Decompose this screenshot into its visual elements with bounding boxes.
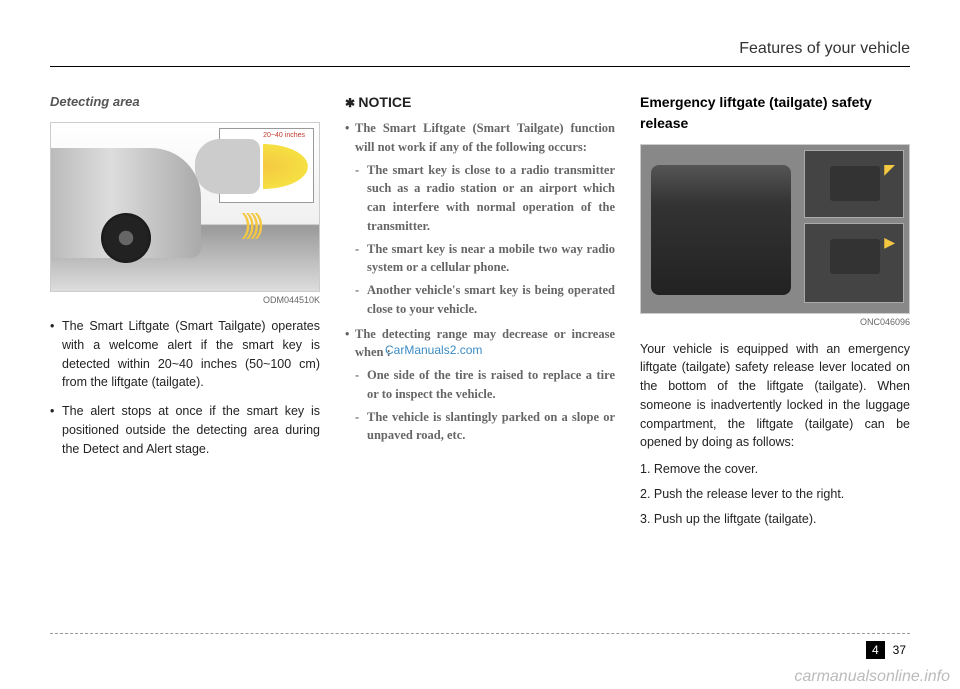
notice-sub: One side of the tire is raised to replac… [355,366,615,404]
page-number: 37 [889,641,910,659]
detecting-area-heading: Detecting area [50,92,320,112]
inset-distance-label: 20~40 inches [263,131,305,142]
content-columns: Detecting area )))) 20~40 inches ODM0445… [50,92,910,534]
overhead-car-icon [195,139,260,194]
wheel-icon [101,213,151,263]
page-container: Features of your vehicle Detecting area … [0,0,960,689]
chapter-number: 4 [866,641,885,659]
column-right: Emergency liftgate (tailgate) safety rel… [640,92,910,534]
detection-zone-icon [263,144,308,189]
step-item: 2. Push the release lever to the right. [640,485,910,504]
column-left: Detecting area )))) 20~40 inches ODM0445… [50,92,320,534]
bottom-watermark: carmanualsonline.info [794,668,950,686]
figure-code-left: ODM044510K [50,294,320,308]
notice-body: The Smart Liftgate (Smart Tailgate) func… [345,119,615,445]
notice-sub: The smart key is close to a radio transm… [355,161,615,236]
detecting-bullets: The Smart Liftgate (Smart Tailgate) oper… [50,317,320,458]
arrow-icon: ◤ [884,159,895,180]
footer-divider [50,633,910,634]
watermark-link: CarManuals2.com [385,343,482,357]
sensor-waves-icon: )))) [242,203,259,245]
bullet-item: The alert stops at once if the smart key… [50,402,320,458]
detecting-area-figure: )))) 20~40 inches [50,122,320,292]
emergency-paragraph: Your vehicle is equipped with an emergen… [640,340,910,453]
page-footer: 4 37 [866,641,910,659]
car-illustration [50,148,201,258]
release-panel-bottom: ▶ [804,223,904,303]
figure-code-right: ONC046096 [640,316,910,330]
arrow-icon: ▶ [884,232,895,253]
overhead-inset: 20~40 inches [219,128,314,203]
notice-text: The Smart Liftgate (Smart Tailgate) func… [355,121,615,154]
notice-item: The Smart Liftgate (Smart Tailgate) func… [345,119,615,319]
step-item: 1. Remove the cover. [640,460,910,479]
trunk-interior-icon [651,165,791,295]
notice-heading: NOTICE [345,92,615,113]
bullet-item: The Smart Liftgate (Smart Tailgate) oper… [50,317,320,392]
notice-sub: Another vehicle's smart key is being ope… [355,281,615,319]
notice-sub: The smart key is near a mobile two way r… [355,240,615,278]
release-panel-top: ◤ [804,150,904,218]
emergency-figure: ◤ ▶ [640,144,910,314]
page-header-title: Features of your vehicle [50,40,910,67]
step-item: 3. Push up the liftgate (tailgate). [640,510,910,529]
notice-sub: The vehicle is slantingly parked on a sl… [355,408,615,446]
column-middle: NOTICE The Smart Liftgate (Smart Tailgat… [345,92,615,534]
panel-lever-icon [830,239,880,274]
panel-cover-icon [830,166,880,201]
emergency-heading: Emergency liftgate (tailgate) safety rel… [640,92,910,134]
